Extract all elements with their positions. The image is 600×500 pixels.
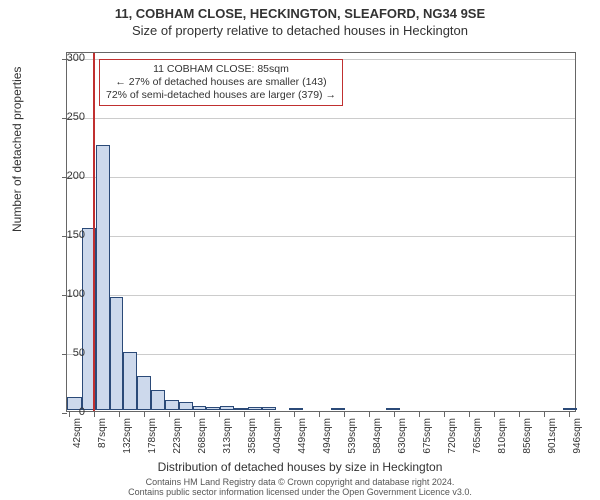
histogram-bar: [137, 376, 151, 410]
x-tick-mark: [569, 412, 570, 417]
gridline: [67, 236, 575, 237]
histogram-bar: [151, 390, 165, 410]
x-tick-mark: [194, 412, 195, 417]
histogram-bar: [234, 408, 248, 410]
histogram-bar: [193, 406, 207, 410]
x-tick-mark: [494, 412, 495, 417]
y-tick-label: 0: [45, 406, 85, 418]
x-tick-mark: [369, 412, 370, 417]
subject-marker-line: [93, 53, 95, 411]
y-tick-label: 200: [45, 170, 85, 182]
histogram-bar: [262, 407, 276, 410]
chart-frame: 42sqm87sqm132sqm178sqm223sqm268sqm313sqm…: [66, 52, 576, 412]
footer-line-1: Contains HM Land Registry data © Crown c…: [146, 477, 455, 487]
x-tick-mark: [94, 412, 95, 417]
y-axis-title: Number of detached properties: [10, 67, 24, 232]
y-tick-label: 50: [45, 347, 85, 359]
y-tick-label: 250: [45, 111, 85, 123]
gridline: [67, 295, 575, 296]
footer-line-2: Contains public sector information licen…: [128, 487, 472, 497]
y-tick-label: 100: [45, 288, 85, 300]
histogram-bar: [220, 406, 234, 410]
annotation-line-1: 11 COBHAM CLOSE: 85sqm: [106, 63, 336, 76]
histogram-bar: [179, 402, 193, 410]
x-tick-mark: [544, 412, 545, 417]
gridline: [67, 177, 575, 178]
histogram-bar: [165, 400, 179, 410]
x-tick-mark: [344, 412, 345, 417]
x-tick-mark: [469, 412, 470, 417]
x-tick-mark: [319, 412, 320, 417]
x-tick-mark: [244, 412, 245, 417]
page-subtitle: Size of property relative to detached ho…: [0, 23, 600, 38]
x-tick-mark: [169, 412, 170, 417]
histogram-bar: [206, 407, 220, 410]
y-tick-label: 300: [45, 52, 85, 64]
annotation-line-3: 72% of semi-detached houses are larger (…: [106, 89, 336, 102]
gridline: [67, 354, 575, 355]
annotation-box: 11 COBHAM CLOSE: 85sqm← 27% of detached …: [99, 59, 343, 106]
histogram-bar: [386, 408, 400, 410]
histogram-bar: [289, 408, 303, 410]
histogram-bar: [123, 352, 137, 410]
footer-attribution: Contains HM Land Registry data © Crown c…: [0, 478, 600, 498]
plot-area: 42sqm87sqm132sqm178sqm223sqm268sqm313sqm…: [66, 52, 576, 412]
x-tick-mark: [144, 412, 145, 417]
x-tick-mark: [394, 412, 395, 417]
y-tick-label: 150: [45, 229, 85, 241]
annotation-line-2: ← 27% of detached houses are smaller (14…: [106, 76, 336, 89]
x-tick-mark: [269, 412, 270, 417]
x-tick-mark: [119, 412, 120, 417]
page-title: 11, COBHAM CLOSE, HECKINGTON, SLEAFORD, …: [0, 6, 600, 21]
histogram-bar: [248, 407, 262, 410]
x-tick-mark: [444, 412, 445, 417]
histogram-bar: [110, 297, 124, 410]
gridline: [67, 118, 575, 119]
histogram-bar: [331, 408, 345, 410]
histogram-bar: [96, 145, 110, 410]
histogram-bar: [563, 408, 577, 410]
x-tick-mark: [419, 412, 420, 417]
x-axis-title: Distribution of detached houses by size …: [0, 460, 600, 474]
x-tick-mark: [294, 412, 295, 417]
x-tick-mark: [219, 412, 220, 417]
x-tick-mark: [519, 412, 520, 417]
